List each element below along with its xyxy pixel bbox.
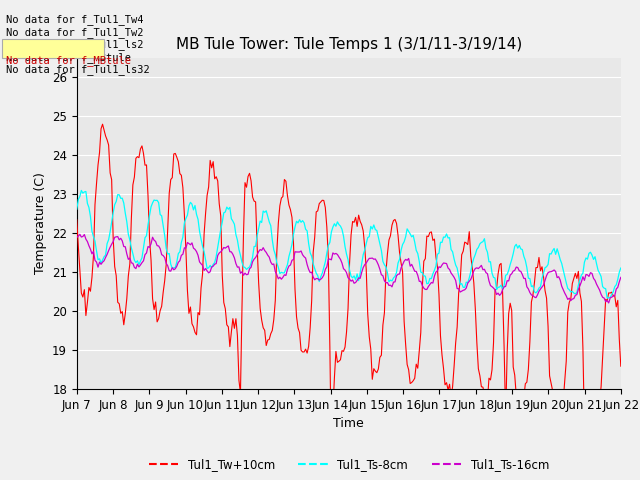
X-axis label: Time: Time: [333, 417, 364, 430]
Text: No data for f_MBtule: No data for f_MBtule: [6, 55, 131, 66]
Y-axis label: Temperature (C): Temperature (C): [33, 172, 47, 274]
Legend: Tul1_Tw+10cm, Tul1_Ts-8cm, Tul1_Ts-16cm: Tul1_Tw+10cm, Tul1_Ts-8cm, Tul1_Ts-16cm: [144, 453, 554, 476]
Title: MB Tule Tower: Tule Temps 1 (3/1/11-3/19/14): MB Tule Tower: Tule Temps 1 (3/1/11-3/19…: [175, 37, 522, 52]
Text: No data for f_Tul1_Tw4
No data for f_Tul1_Tw2
No data for f_Tul1_ls2
No data for: No data for f_Tul1_Tw4 No data for f_Tul…: [6, 14, 150, 75]
